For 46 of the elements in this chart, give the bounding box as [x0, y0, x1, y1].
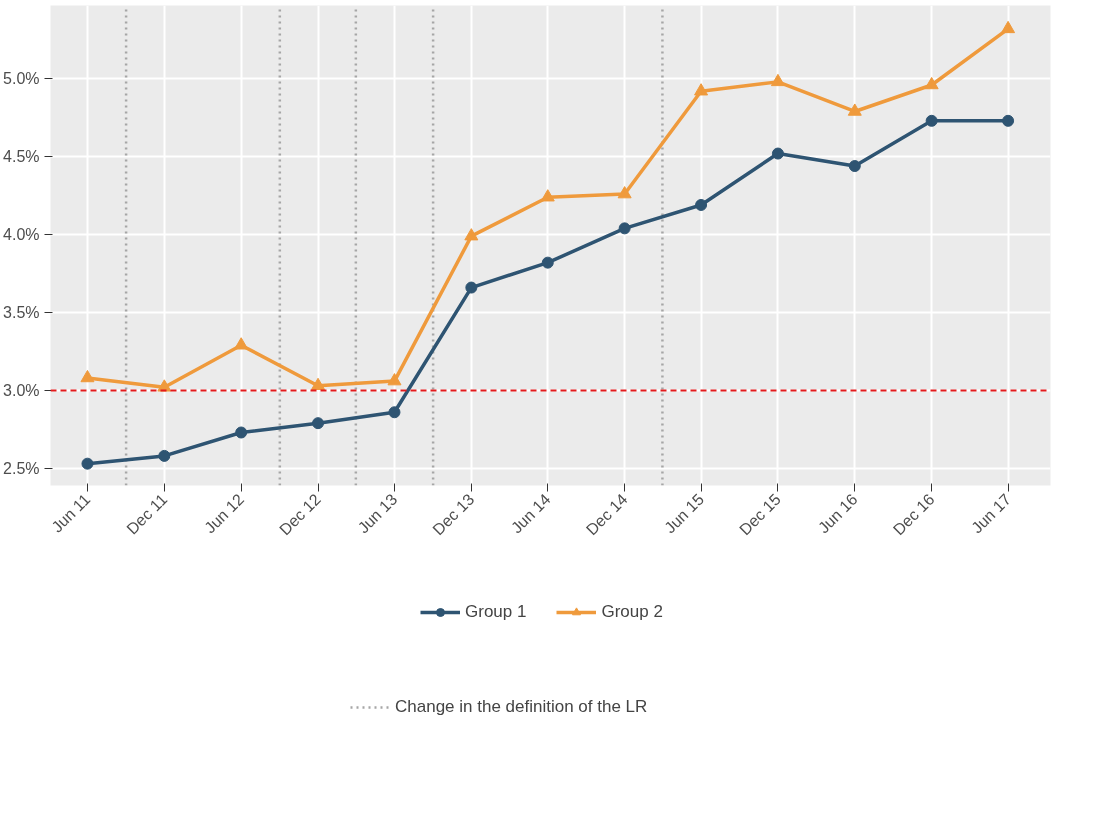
point — [695, 198, 708, 211]
point — [694, 83, 709, 96]
point — [617, 186, 632, 199]
point — [80, 369, 95, 383]
point — [312, 417, 325, 430]
x-tick-label: Jun 13 — [354, 490, 401, 537]
point — [81, 457, 94, 470]
point — [618, 222, 631, 235]
x-tick-label: Jun 12 — [201, 490, 248, 537]
y-tick-label: 3.5% — [3, 304, 40, 322]
y-tick-label: 4.5% — [3, 148, 40, 166]
x-tick-label: Dec 11 — [123, 490, 171, 538]
x-tick-label: Dec 16 — [889, 490, 938, 539]
legend-label: Group 1 — [465, 602, 527, 622]
point — [158, 449, 171, 462]
x-tick-label: Jun 17 — [968, 490, 1015, 537]
y-tick-label: 3.0% — [3, 381, 40, 399]
legend-label: Group 2 — [601, 602, 663, 622]
x-tick-label: Dec 13 — [429, 490, 478, 539]
point — [770, 73, 785, 87]
point — [541, 256, 554, 269]
point — [235, 426, 248, 439]
x-tick-label: Jun 11 — [48, 490, 94, 536]
point — [464, 228, 479, 241]
point — [771, 147, 784, 160]
point — [465, 281, 478, 294]
point — [924, 76, 939, 90]
y-tick-label: 2.5% — [3, 459, 40, 477]
point — [387, 373, 402, 386]
x-tick-label: Jun 15 — [661, 490, 708, 537]
y-tick-label: 5.0% — [3, 70, 40, 88]
point — [848, 160, 861, 173]
y-tick-label: 4.0% — [3, 226, 40, 244]
point — [847, 103, 862, 116]
point — [234, 337, 249, 350]
point — [388, 406, 401, 419]
x-tick-label: Jun 16 — [814, 490, 861, 537]
legend-label: Change in the definition of the LR — [395, 697, 648, 717]
point — [540, 189, 555, 202]
x-tick-label: Dec 15 — [736, 490, 785, 539]
x-tick-label: Dec 14 — [582, 490, 631, 539]
point — [1002, 114, 1015, 127]
x-tick-label: Dec 12 — [276, 490, 325, 539]
point — [1001, 20, 1016, 34]
x-tick-label: Jun 14 — [507, 490, 554, 537]
point — [925, 114, 938, 127]
